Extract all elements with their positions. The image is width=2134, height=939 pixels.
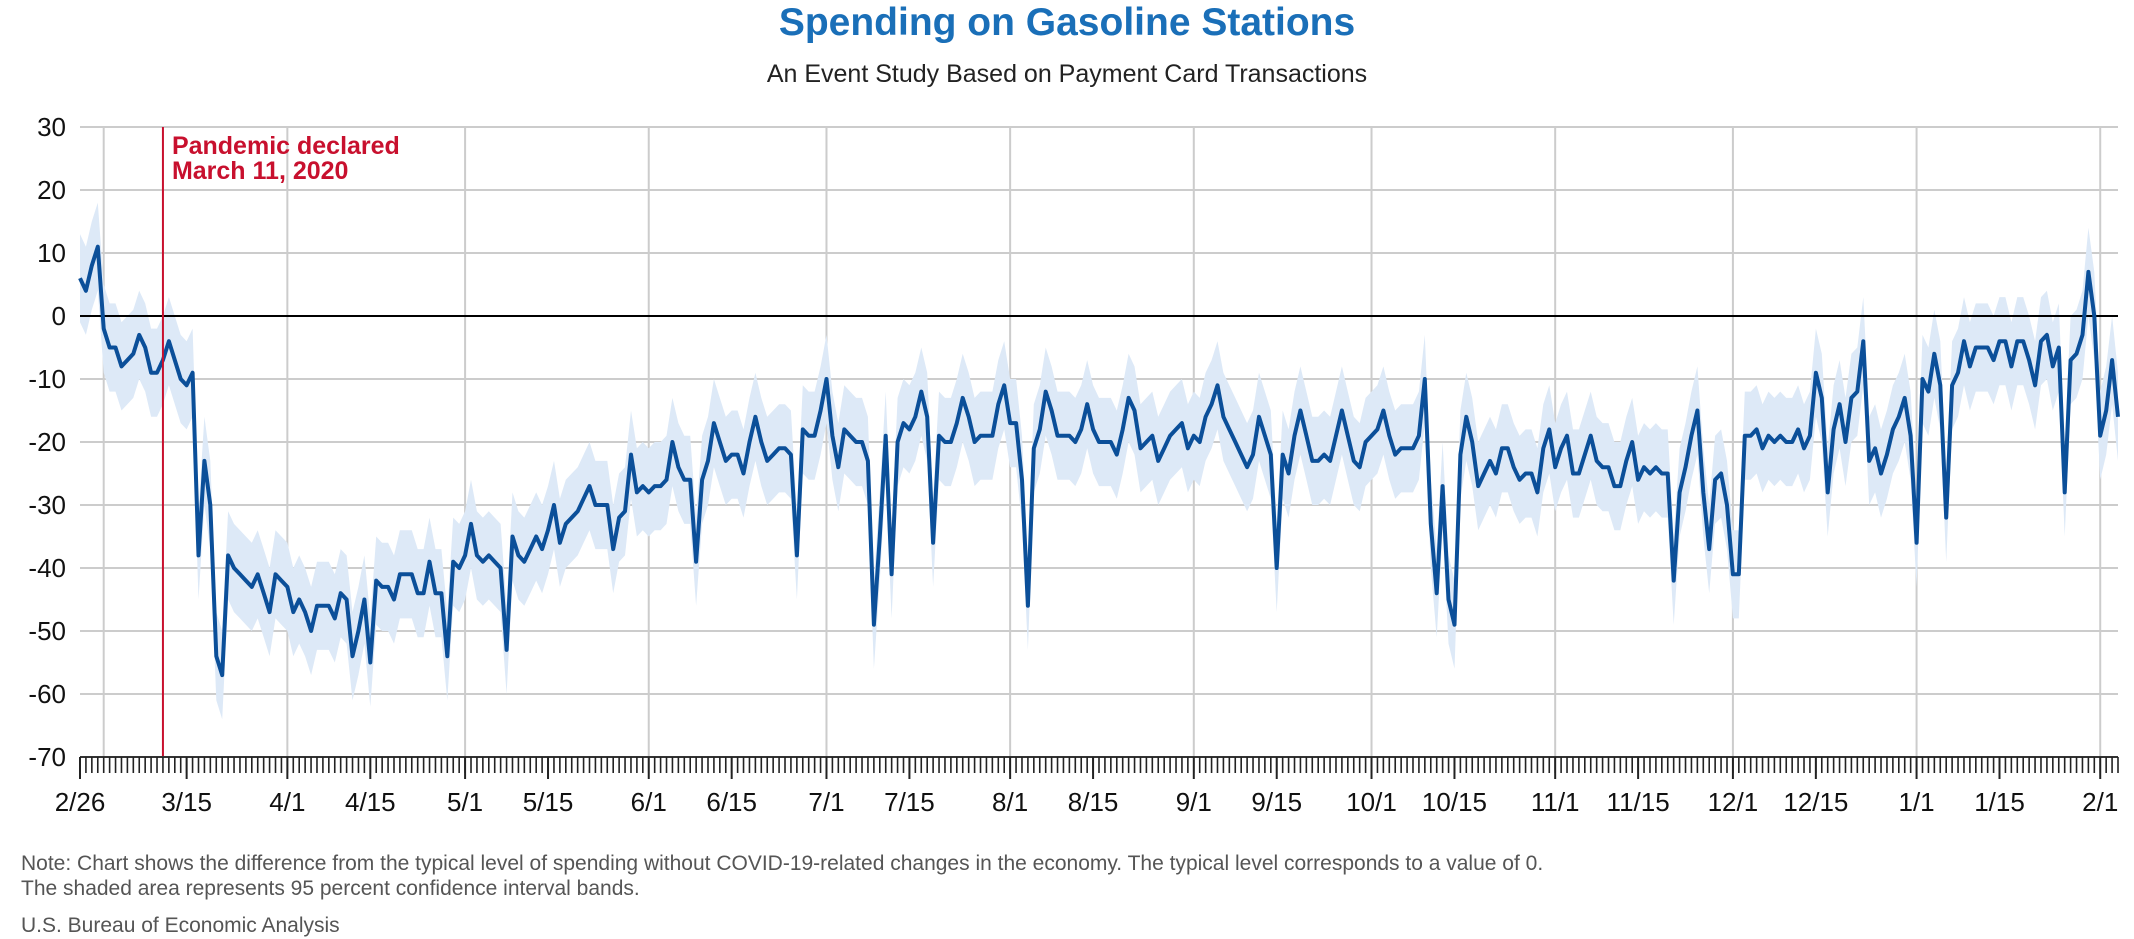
- x-tick-label: 2/1: [2082, 787, 2118, 817]
- chart-source: U.S. Bureau of Economic Analysis: [21, 914, 340, 937]
- y-tick-label: 0: [52, 301, 66, 331]
- series-line-layer: [78, 244, 2120, 678]
- x-tick-label: 9/15: [1251, 787, 1302, 817]
- x-tick-label: 8/1: [992, 787, 1028, 817]
- x-tick-label: 10/1: [1346, 787, 1397, 817]
- x-tick-label: 1/15: [1974, 787, 2025, 817]
- x-tick-label: 5/15: [523, 787, 574, 817]
- annotation-label-line1: Pandemic declared: [172, 132, 400, 160]
- x-tick-label: 4/1: [269, 787, 305, 817]
- y-tick-label: 20: [37, 175, 66, 205]
- y-tick-label: 10: [37, 238, 66, 268]
- annotation-label-line2: March 11, 2020: [172, 157, 349, 185]
- y-tick-label: -60: [28, 679, 66, 709]
- confidence-band: [80, 202, 2118, 720]
- x-tick-label: 8/15: [1068, 787, 1119, 817]
- series-line: [78, 244, 2120, 678]
- x-tick-label: 4/15: [345, 787, 396, 817]
- y-tick-label: -20: [28, 427, 66, 457]
- y-tick-label: 30: [37, 112, 66, 142]
- chart-note-line1: Note: Chart shows the difference from th…: [21, 852, 1544, 875]
- x-tick-label: 1/1: [1898, 787, 1934, 817]
- y-tick-label: -10: [28, 364, 66, 394]
- x-tick-label: 11/1: [1531, 787, 1580, 817]
- y-tick-label: -70: [28, 742, 66, 772]
- chart-title: Spending on Gasoline Stations: [778, 1, 1356, 44]
- y-tick-label: -40: [28, 553, 66, 583]
- x-tick-label: 7/1: [808, 787, 844, 817]
- chart-subtitle: An Event Study Based on Payment Card Tra…: [766, 60, 1368, 88]
- x-tick-label: 6/15: [706, 787, 757, 817]
- chart-note-line2: The shaded area represents 95 percent co…: [21, 877, 640, 900]
- x-tick-label: 10/15: [1422, 787, 1487, 817]
- y-tick-label: -30: [28, 490, 66, 520]
- x-tick-label: 9/1: [1176, 787, 1212, 817]
- x-tick-label: 6/1: [631, 787, 667, 817]
- x-tick-label: 7/15: [884, 787, 935, 817]
- y-tick-label: -50: [28, 616, 66, 646]
- x-tick-label: 2/26: [55, 787, 106, 817]
- x-tick-label: 3/15: [161, 787, 212, 817]
- x-tick-label: 12/1: [1708, 787, 1759, 817]
- x-tick-label: 12/15: [1783, 787, 1848, 817]
- x-tick-label: 5/1: [447, 787, 483, 817]
- x-tick-label: 11/15: [1607, 787, 1670, 817]
- confidence-band-layer: [80, 202, 2118, 720]
- axis-layer: 30 20 10 0 -10 -20 -30 -40 -50 -60 -70 2/26 3/15 4/1 4…: [28, 112, 2119, 817]
